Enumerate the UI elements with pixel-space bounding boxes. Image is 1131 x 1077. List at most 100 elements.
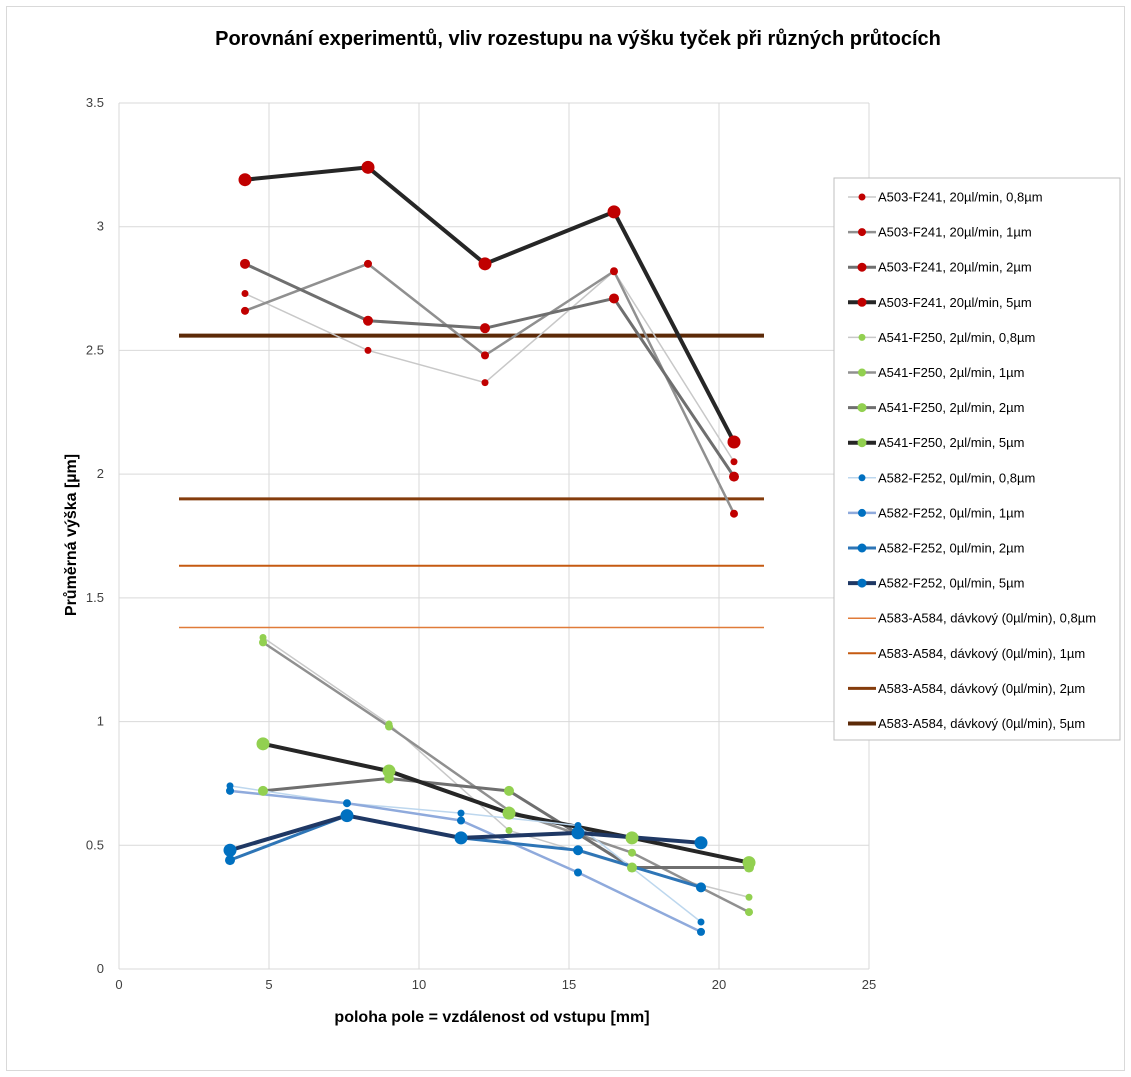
legend-item: A583-A584, dávkový (0µl/min), 1µm bbox=[848, 646, 1085, 661]
series-line bbox=[244, 262, 736, 478]
data-point bbox=[628, 848, 636, 857]
data-point bbox=[574, 868, 582, 877]
legend-label: A541-F250, 2µl/min, 0,8µm bbox=[878, 330, 1035, 345]
x-axis-title: poloha pole = vzdálenost od vstupu [mm] bbox=[334, 1009, 649, 1026]
x-tick-label: 0 bbox=[115, 977, 122, 992]
data-point bbox=[241, 290, 249, 298]
series bbox=[223, 160, 756, 936]
data-point bbox=[385, 722, 393, 731]
data-point bbox=[364, 346, 372, 354]
legend-swatch-marker bbox=[857, 262, 867, 272]
legend-item: A582-F252, 0µl/min, 5µm bbox=[848, 576, 1025, 591]
data-point bbox=[745, 893, 753, 901]
legend-item: A582-F252, 0µl/min, 2µm bbox=[848, 541, 1025, 556]
chart-title: Porovnání experimentů, vliv rozestupu na… bbox=[215, 28, 941, 50]
legend-label: A583-A584, dávkový (0µl/min), 0,8µm bbox=[878, 611, 1096, 626]
data-point bbox=[607, 205, 621, 219]
reference-lines bbox=[179, 333, 764, 629]
data-point bbox=[256, 737, 270, 751]
legend-swatch-marker bbox=[858, 508, 866, 517]
legend-label: A582-F252, 0µl/min, 5µm bbox=[878, 576, 1025, 591]
legend-label: A503-F241, 20µl/min, 1µm bbox=[878, 225, 1032, 240]
y-tick-label: 1 bbox=[97, 714, 104, 729]
legend-label: A582-F252, 0µl/min, 1µm bbox=[878, 505, 1025, 520]
data-point bbox=[610, 267, 618, 276]
legend-label: A541-F250, 2µl/min, 1µm bbox=[878, 365, 1025, 380]
data-point bbox=[225, 855, 235, 866]
legend-label: A541-F250, 2µl/min, 5µm bbox=[878, 435, 1025, 450]
data-point bbox=[696, 882, 706, 893]
y-tick-label: 2.5 bbox=[86, 342, 104, 357]
legend-box bbox=[833, 177, 1121, 741]
data-point bbox=[727, 435, 741, 449]
tick-labels: 0 5 10 15 20 25 0 0.5 1 1.5 2 2.5 3 3.5 bbox=[86, 95, 876, 992]
legend-item: A541-F250, 2µl/min, 0,8µm bbox=[848, 330, 1035, 345]
legend-item: A503-F241, 20µl/min, 1µm bbox=[848, 225, 1032, 240]
series-6 bbox=[262, 641, 750, 914]
x-tick-label: 25 bbox=[862, 977, 876, 992]
data-point bbox=[361, 160, 375, 174]
legend-label: A503-F241, 20µl/min, 2µm bbox=[878, 260, 1032, 275]
y-tick-label: 2 bbox=[97, 466, 104, 481]
legend-item: A583-A584, dávkový (0µl/min), 2µm bbox=[848, 681, 1085, 696]
legend-item: A503-F241, 20µl/min, 5µm bbox=[848, 295, 1032, 310]
data-point bbox=[454, 831, 468, 845]
legend: A503-F241, 20µl/min, 0,8µm A503-F241, 20µ… bbox=[833, 177, 1121, 741]
legend-label: A583-A584, dávkový (0µl/min), 2µm bbox=[878, 681, 1085, 696]
data-point bbox=[382, 764, 396, 778]
data-point bbox=[627, 862, 637, 873]
x-tick-label: 15 bbox=[562, 977, 576, 992]
legend-item: A503-F241, 20µl/min, 0,8µm bbox=[848, 190, 1043, 205]
series-line bbox=[244, 165, 736, 443]
legend-swatch-marker bbox=[858, 193, 866, 201]
series-3 bbox=[244, 262, 736, 478]
data-point bbox=[226, 786, 234, 795]
data-point bbox=[240, 258, 250, 269]
legend-swatch-marker bbox=[857, 578, 867, 588]
data-point bbox=[505, 826, 513, 834]
data-point bbox=[481, 379, 489, 387]
data-point bbox=[504, 785, 514, 796]
legend-item: A582-F252, 0µl/min, 1µm bbox=[848, 505, 1025, 520]
y-tick-label: 1.5 bbox=[86, 590, 104, 605]
data-point bbox=[609, 293, 619, 304]
data-point bbox=[478, 257, 492, 271]
data-point bbox=[223, 843, 237, 857]
data-point bbox=[238, 173, 252, 187]
legend-swatch-marker bbox=[858, 368, 866, 377]
y-tick-label: 0 bbox=[97, 961, 104, 976]
legend-label: A582-F252, 0µl/min, 2µm bbox=[878, 541, 1025, 556]
legend-label: A503-F241, 20µl/min, 5µm bbox=[878, 295, 1032, 310]
legend-label: A541-F250, 2µl/min, 2µm bbox=[878, 400, 1025, 415]
data-point bbox=[729, 471, 739, 482]
grid bbox=[118, 102, 870, 970]
series-line bbox=[262, 636, 750, 898]
legend-swatch-marker bbox=[857, 543, 867, 553]
legend-label: A503-F241, 20µl/min, 0,8µm bbox=[878, 190, 1043, 205]
x-tick-label: 20 bbox=[712, 977, 726, 992]
series-line bbox=[229, 789, 702, 934]
series-line bbox=[262, 641, 750, 914]
data-point bbox=[457, 816, 465, 825]
data-point bbox=[343, 799, 351, 808]
legend-label: A583-A584, dávkový (0µl/min), 1µm bbox=[878, 646, 1085, 661]
data-point bbox=[571, 826, 585, 840]
data-point bbox=[573, 845, 583, 856]
legend-item: A541-F250, 2µl/min, 5µm bbox=[848, 435, 1025, 450]
data-point bbox=[480, 323, 490, 334]
legend-item: A541-F250, 2µl/min, 2µm bbox=[848, 400, 1025, 415]
data-point bbox=[697, 918, 705, 926]
legend-item: A582-F252, 0µl/min, 0,8µm bbox=[848, 470, 1035, 485]
data-point bbox=[241, 306, 249, 315]
data-point bbox=[697, 927, 705, 936]
legend-item: A503-F241, 20µl/min, 2µm bbox=[848, 260, 1032, 275]
data-point bbox=[457, 809, 465, 817]
y-axis-title: Průměrná výška [µm] bbox=[63, 454, 80, 616]
data-point bbox=[502, 806, 516, 820]
y-tick-label: 3.5 bbox=[86, 95, 104, 110]
data-point bbox=[730, 509, 738, 518]
data-point bbox=[481, 351, 489, 360]
y-tick-label: 3 bbox=[97, 219, 104, 234]
legend-swatch-marker bbox=[858, 333, 866, 341]
